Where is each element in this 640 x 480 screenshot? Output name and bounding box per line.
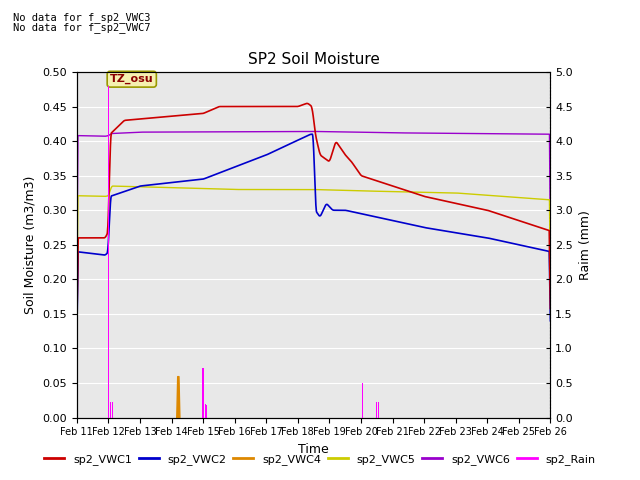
Bar	[108, 86, 109, 418]
Y-axis label: Soil Moisture (m3/m3): Soil Moisture (m3/m3)	[24, 176, 36, 314]
Bar	[378, 402, 379, 418]
Bar	[202, 368, 203, 418]
Bar	[362, 383, 364, 418]
Title: SP2 Soil Moisture: SP2 Soil Moisture	[248, 52, 380, 67]
Bar	[110, 402, 111, 418]
Bar	[112, 402, 113, 418]
Text: No data for f_sp2_VWC3: No data for f_sp2_VWC3	[13, 12, 150, 23]
Y-axis label: Raim (mm): Raim (mm)	[579, 210, 591, 280]
X-axis label: Time: Time	[298, 443, 329, 456]
Text: No data for f_sp2_VWC7: No data for f_sp2_VWC7	[13, 22, 150, 33]
Text: TZ_osu: TZ_osu	[110, 74, 154, 84]
Bar	[360, 383, 362, 418]
Bar	[376, 402, 377, 418]
Legend: sp2_VWC1, sp2_VWC2, sp2_VWC4, sp2_VWC5, sp2_VWC6, sp2_Rain: sp2_VWC1, sp2_VWC2, sp2_VWC4, sp2_VWC5, …	[40, 450, 600, 469]
